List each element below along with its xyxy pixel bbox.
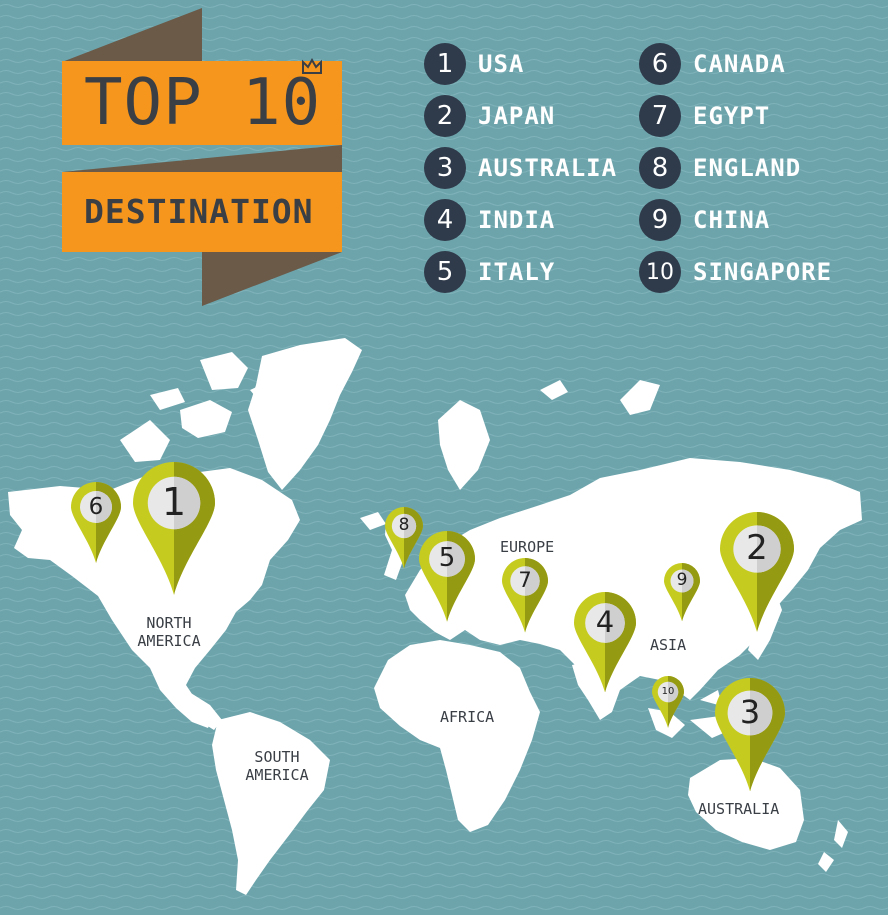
- rank-name: CHINA: [693, 206, 771, 234]
- rank-item: 4 INDIA: [424, 199, 555, 241]
- iceland: [360, 512, 386, 530]
- region-label-south-america: SOUTH AMERICA: [245, 748, 309, 784]
- scandinavia: [438, 400, 490, 490]
- rank-name: INDIA: [478, 206, 556, 234]
- pin-label: 8: [398, 515, 410, 536]
- map-pin-icon: 8: [385, 507, 423, 569]
- rank-name: ENGLAND: [693, 154, 802, 182]
- rank-name: SINGAPORE: [693, 258, 833, 286]
- map-pin-icon: 4: [574, 592, 636, 693]
- arctic-islands: [120, 352, 290, 462]
- arctic-russia-islands: [540, 380, 660, 415]
- rank-item: 6 CANADA: [639, 43, 786, 85]
- australia-landmass: [688, 758, 804, 850]
- rank-badge: 8: [639, 147, 681, 189]
- map-pin-icon: 10: [652, 676, 684, 728]
- pin-label: 10: [661, 685, 675, 697]
- north-america-landmass: [8, 468, 300, 728]
- pin-label: 9: [676, 570, 688, 591]
- banner-bottom: [62, 172, 342, 252]
- map-pin-icon: 2: [720, 512, 794, 632]
- rank-badge: 2: [424, 95, 466, 137]
- south-america-landmass: [212, 712, 330, 895]
- rank-item: 10 SINGAPORE: [639, 251, 832, 293]
- rank-badge: 5: [424, 251, 466, 293]
- rank-item: 2 JAPAN: [424, 95, 555, 137]
- japan-islands: [748, 590, 782, 660]
- pin-label: 6: [88, 493, 104, 520]
- rank-badge: 10: [639, 251, 681, 293]
- rank-badge: 4: [424, 199, 466, 241]
- banner-title: TOP 10: [84, 66, 322, 140]
- se-asia-islands: [648, 690, 735, 738]
- rank-name: AUSTRALIA: [478, 154, 618, 182]
- rank-badge: 1: [424, 43, 466, 85]
- crown-icon: [302, 58, 322, 74]
- rank-item: 3 AUSTRALIA: [424, 147, 617, 189]
- pin-label: 7: [518, 567, 532, 592]
- rank-name: ITALY: [478, 258, 556, 286]
- rank-item: 8 ENGLAND: [639, 147, 801, 189]
- rank-badge: 6: [639, 43, 681, 85]
- map-pin-icon: 3: [715, 678, 785, 792]
- map-pin-icon: 9: [664, 563, 700, 622]
- new-zealand: [818, 820, 848, 872]
- rank-badge: 9: [639, 199, 681, 241]
- banner-ribbon: [62, 8, 342, 306]
- pin-label: 3: [739, 693, 761, 732]
- rank-item: 7 EGYPT: [639, 95, 770, 137]
- banner-subtitle: DESTINATION: [84, 192, 314, 231]
- rank-badge: 7: [639, 95, 681, 137]
- africa-landmass: [374, 640, 540, 832]
- map-pin-icon: 1: [133, 462, 215, 595]
- rank-name: EGYPT: [693, 102, 771, 130]
- pin-label: 1: [161, 480, 187, 525]
- map-pin-icon: 7: [502, 558, 548, 633]
- rank-badge: 3: [424, 147, 466, 189]
- greenland-landmass: [248, 338, 362, 490]
- map-pin-icon: 5: [419, 531, 475, 622]
- region-label-australia: AUSTRALIA: [698, 800, 780, 818]
- rank-name: USA: [478, 50, 525, 78]
- banner-top: [62, 61, 342, 145]
- rank-name: JAPAN: [478, 102, 556, 130]
- rank-item: 9 CHINA: [639, 199, 770, 241]
- region-label-europe: EUROPE: [500, 538, 555, 556]
- rank-item: 1 USA: [424, 43, 524, 85]
- region-label-africa: AFRICA: [440, 708, 495, 726]
- central-america: [186, 690, 222, 730]
- region-label-asia: ASIA: [650, 636, 687, 654]
- pin-label: 2: [746, 527, 768, 568]
- rank-name: CANADA: [693, 50, 786, 78]
- pin-label: 5: [438, 542, 456, 573]
- rank-item: 5 ITALY: [424, 251, 555, 293]
- map-pin-icon: 6: [71, 482, 121, 563]
- region-label-north-america: NORTH AMERICA: [137, 614, 201, 650]
- pin-label: 4: [595, 605, 615, 640]
